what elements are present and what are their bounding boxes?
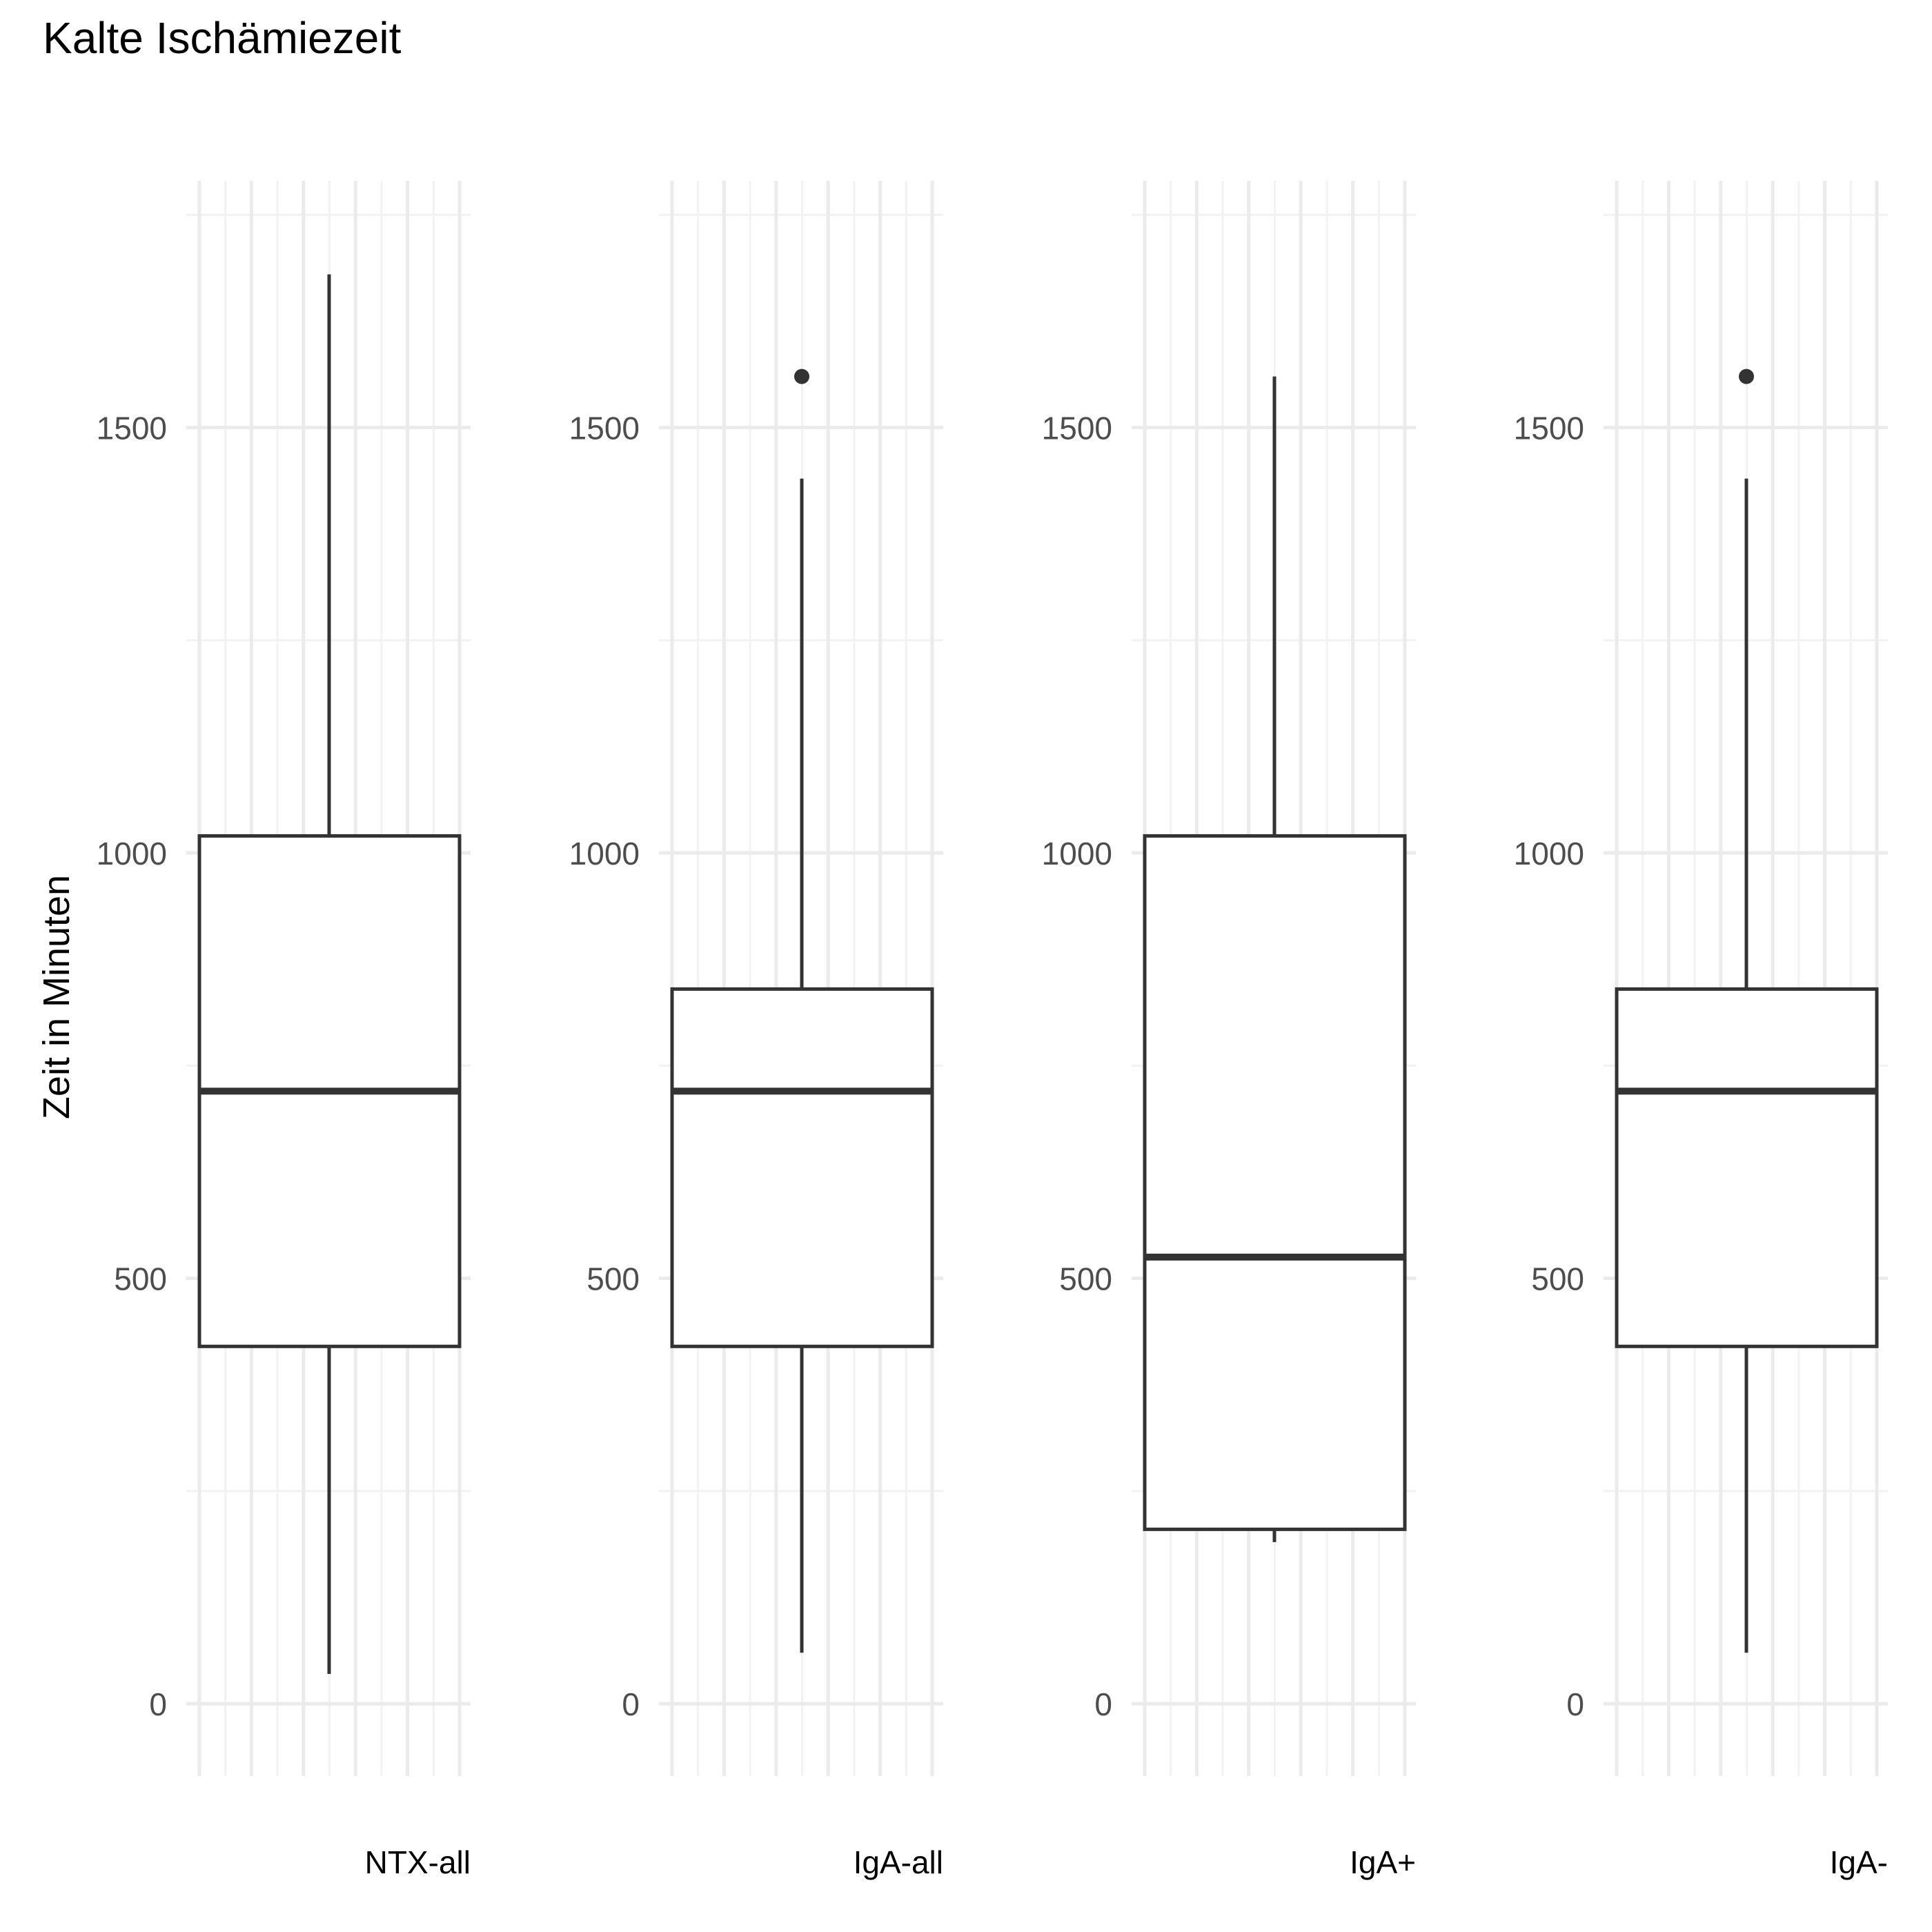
x-axis-label: IgA-all <box>854 1844 943 1880</box>
panel-iga-all: 0 500 1000 1500 IgA-all <box>569 181 943 1880</box>
panel-iga-minus: 0 500 1000 1500 IgA- <box>1514 181 1888 1880</box>
outlier-point <box>794 368 809 384</box>
box-iqr <box>670 987 934 1348</box>
y-tick-label: 500 <box>586 1261 640 1297</box>
chart-title: Kalte Ischämiezeit <box>43 13 402 63</box>
y-tick-label: 1000 <box>569 836 640 871</box>
y-tick-label: 0 <box>622 1686 640 1722</box>
y-tick-label: 1500 <box>1514 411 1584 446</box>
y-tick-label: 0 <box>149 1686 167 1722</box>
y-axis-title: Zeit in Minuten <box>36 875 77 1119</box>
panel-iga-plus: 0 500 1000 1500 IgA+ <box>1042 181 1416 1880</box>
panel-ntx-all: 0 500 1000 1500 NTX-all <box>97 181 471 1880</box>
y-tick-label: 1500 <box>569 411 640 446</box>
x-axis-label: NTX-all <box>365 1844 471 1880</box>
y-tick-label: 0 <box>1094 1686 1112 1722</box>
y-tick-label: 500 <box>114 1261 167 1297</box>
y-tick-label: 500 <box>1059 1261 1112 1297</box>
y-tick-label: 1500 <box>1042 411 1112 446</box>
y-tick-label: 1500 <box>97 411 167 446</box>
outlier-point <box>1739 368 1754 384</box>
x-axis-label: IgA+ <box>1350 1844 1416 1880</box>
y-tick-label: 1000 <box>97 836 167 871</box>
y-tick-label: 1000 <box>1042 836 1112 871</box>
x-axis-label: IgA- <box>1830 1844 1888 1880</box>
box-iqr <box>1143 834 1407 1531</box>
box-iqr <box>1615 987 1879 1348</box>
y-tick-label: 0 <box>1566 1686 1584 1722</box>
y-tick-label: 1000 <box>1514 836 1584 871</box>
y-tick-label: 500 <box>1531 1261 1584 1297</box>
